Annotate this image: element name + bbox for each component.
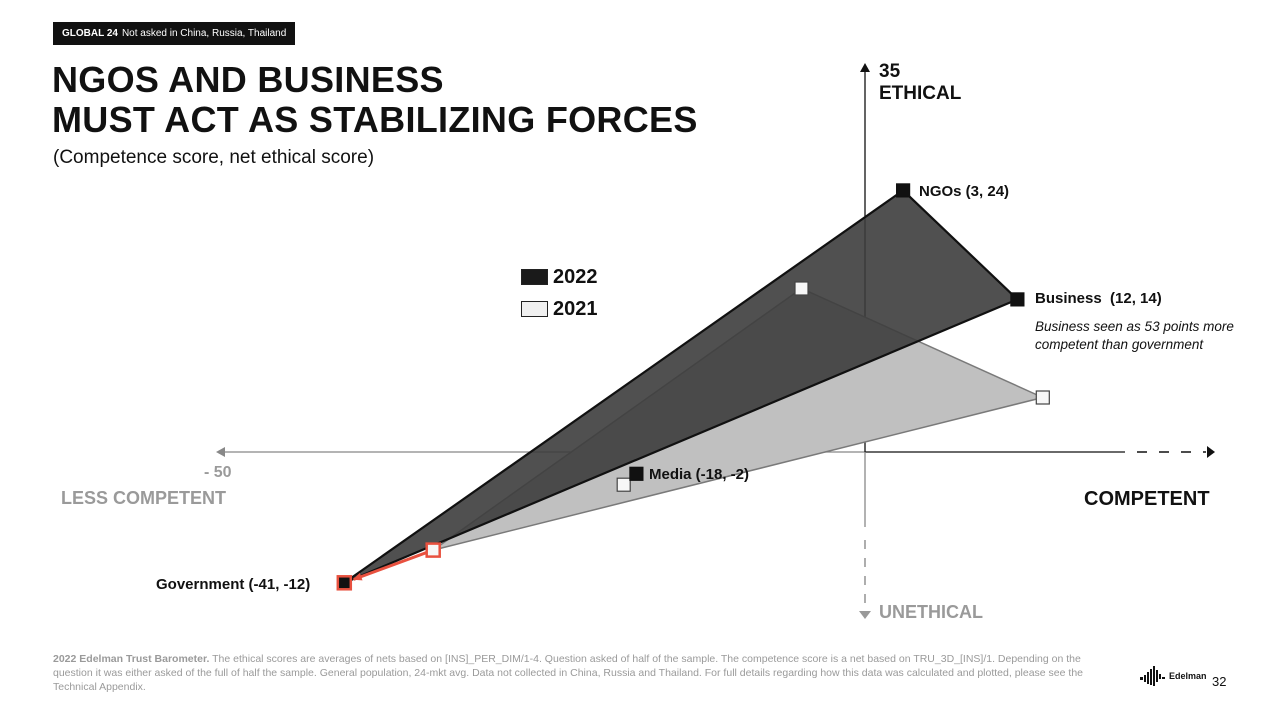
series-2022-area <box>343 188 1020 584</box>
legend-2021-label: 2021 <box>553 297 598 320</box>
point-2021-media <box>616 477 631 492</box>
y-axis-negative-label: UNETHICAL <box>879 602 983 622</box>
series-2022-points <box>336 183 1025 591</box>
label-business: Business (12, 14) <box>1035 290 1162 307</box>
label-ngos: NGOs (3, 24) <box>919 183 1010 200</box>
label-media: Media (-18, -2) <box>649 466 750 483</box>
legend-2022: 2022 <box>521 266 598 288</box>
y-axis-max-label: 35 <box>879 61 901 82</box>
x-axis-left-arrow <box>216 447 225 457</box>
series-2021-points <box>425 281 1050 558</box>
edelman-logo: Edelman <box>1140 665 1207 687</box>
title-line-2: MUST ACT AS STABILIZING FORCES <box>52 99 698 140</box>
footnote: 2022 Edelman Trust Barometer. The ethica… <box>53 652 1083 694</box>
x-axis-min-label: - 50 <box>204 464 232 481</box>
legend-2022-label: 2022 <box>553 265 598 288</box>
y-axis-positive-label: ETHICAL <box>879 83 962 104</box>
point-2021-government <box>425 542 441 558</box>
page-title: NGOS AND BUSINESS MUST ACT AS STABILIZIN… <box>52 60 698 140</box>
x-axis-negative-label: LESS COMPETENT <box>61 488 227 508</box>
label-government: Government (-41, -12) <box>156 576 311 593</box>
point-2021-business <box>1035 390 1050 405</box>
point-2022-government <box>336 575 353 591</box>
edelman-logo-text: Edelman <box>1169 671 1207 681</box>
scope-tag-text: Not asked in China, Russia, Thailand <box>121 28 287 39</box>
scope-tag: GLOBAL 24 Not asked in China, Russia, Tha… <box>53 22 296 45</box>
point-2022-business <box>1010 292 1025 307</box>
y-axis-top-arrow <box>860 63 870 72</box>
scope-tag-bold: GLOBAL 24 <box>62 28 118 39</box>
point-2021-ngos <box>794 281 809 296</box>
point-2022-media <box>629 466 644 481</box>
x-axis-right-arrow <box>1207 446 1215 458</box>
edelman-logo-icon <box>1140 666 1165 686</box>
legend-2021: 2021 <box>521 298 598 320</box>
point-2022-ngos <box>895 183 911 198</box>
x-axis-positive-label: COMPETENT <box>1084 488 1210 510</box>
business-annotation: Business seen as 53 points more competen… <box>1035 319 1234 352</box>
page-number: 32 <box>1212 674 1227 689</box>
footnote-source: 2022 Edelman Trust Barometer. <box>53 653 210 665</box>
footnote-text: The ethical scores are averages of nets … <box>53 653 1083 693</box>
title-line-1: NGOS AND BUSINESS <box>52 59 444 100</box>
legend-2021-swatch <box>521 301 548 317</box>
legend-2022-swatch <box>521 269 548 285</box>
y-axis-bottom-arrow <box>859 611 871 619</box>
page-subtitle: (Competence score, net ethical score) <box>53 147 375 168</box>
